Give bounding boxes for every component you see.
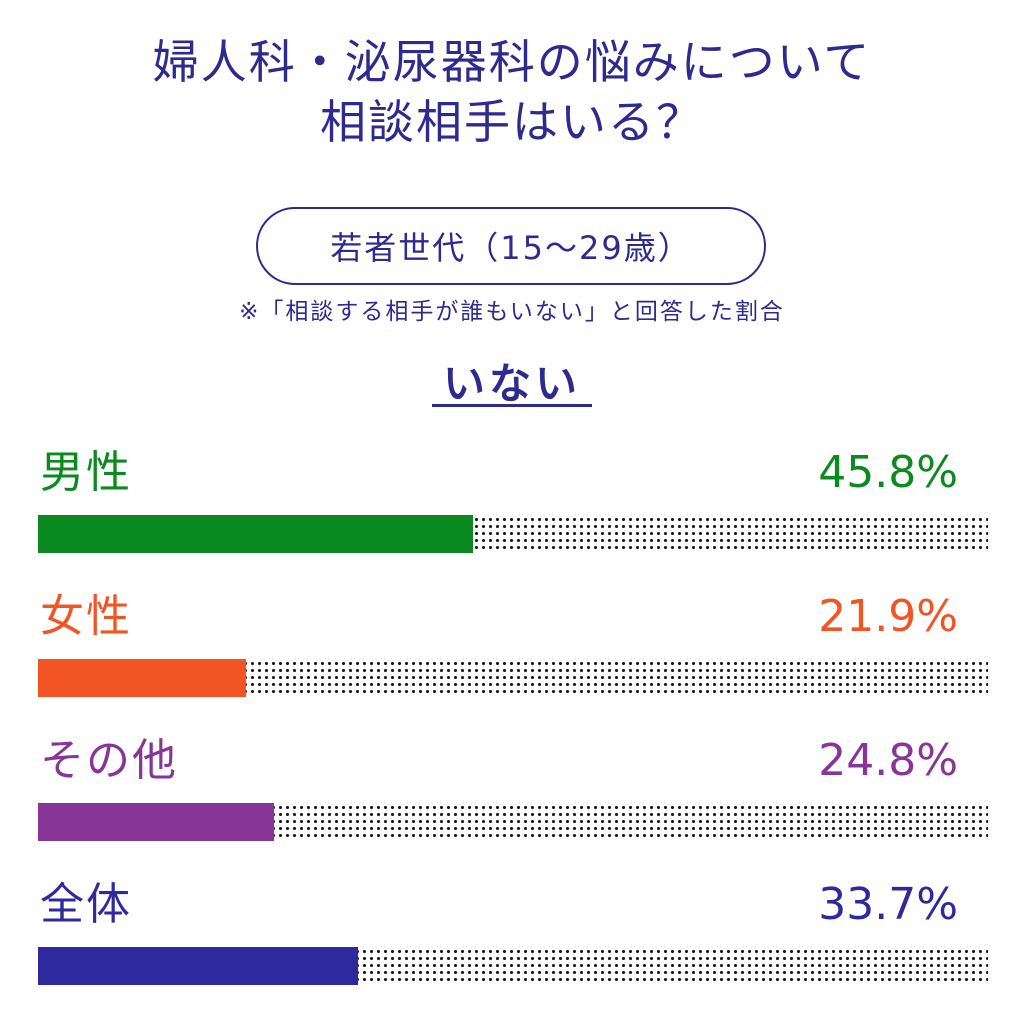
note-text: ※「相談する相手が誰もいない」と回答した割合 [239, 299, 785, 325]
title-line-2: 相談相手はいる？ [320, 95, 704, 149]
subgroup-label: 若者世代（15～29歳） [330, 229, 692, 267]
value-label: 21.9% [818, 591, 958, 642]
title-line-1: 婦人科・泌尿器科の悩みについて [152, 35, 872, 89]
bar-track [38, 803, 988, 841]
bar-track [38, 515, 988, 553]
value-label: 24.8% [818, 735, 958, 786]
bar [38, 947, 358, 985]
subgroup-badge: 若者世代（15～29歳） [256, 207, 766, 285]
bar-track [38, 947, 988, 985]
value-label: 45.8% [818, 447, 958, 498]
heading-underline [432, 404, 592, 407]
category-label: 全体 [40, 879, 132, 930]
category-label: 女性 [40, 591, 132, 642]
bar-track [38, 659, 988, 697]
bar [38, 803, 274, 841]
bar [38, 659, 246, 697]
value-label: 33.7% [818, 879, 958, 930]
chart-title: 婦人科・泌尿器科の悩みについて 相談相手はいる？ [0, 32, 1024, 152]
bar [38, 515, 473, 553]
category-label: その他 [40, 735, 178, 786]
section-heading: いない [442, 359, 581, 408]
category-label: 男性 [40, 447, 132, 498]
